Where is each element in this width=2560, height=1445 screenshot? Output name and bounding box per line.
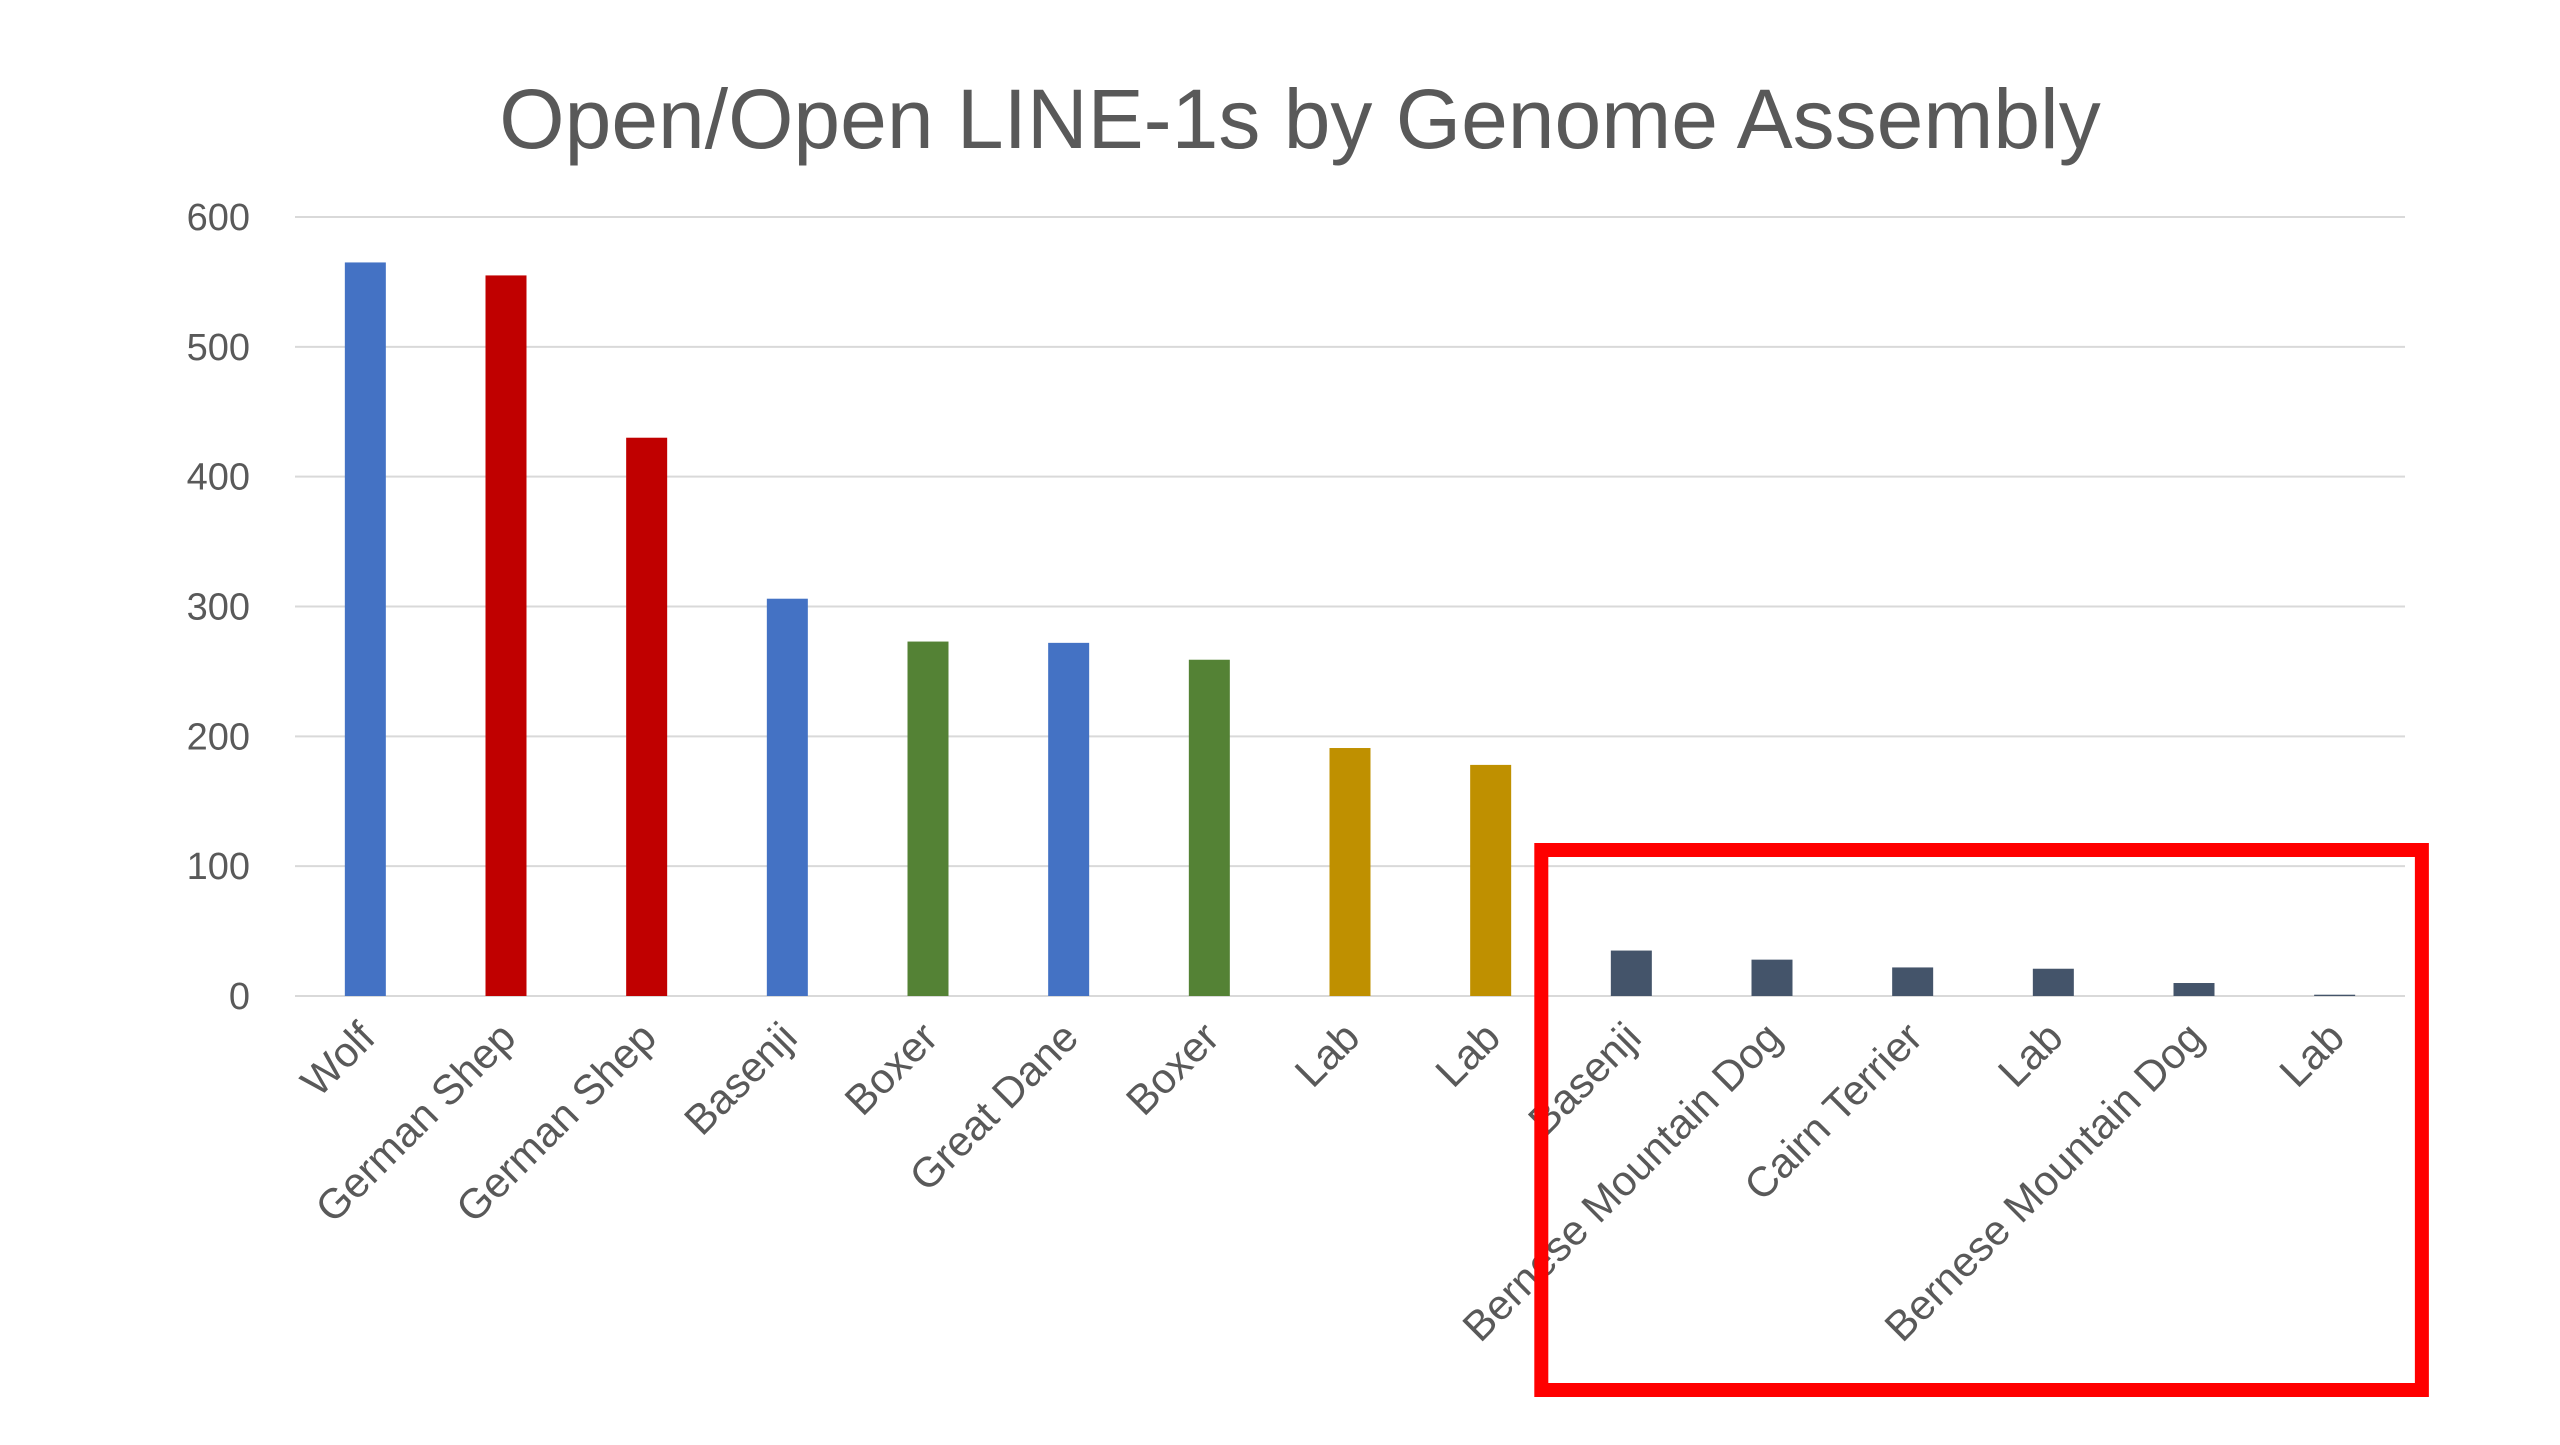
y-tick-label: 300 — [187, 587, 250, 629]
bar — [1610, 950, 1652, 996]
x-tick-label: Basenji — [675, 1013, 806, 1144]
bar — [907, 641, 949, 996]
bar — [1892, 967, 1934, 996]
bar — [766, 598, 808, 996]
x-tick-label: Lab — [1426, 1013, 1509, 1096]
bars — [344, 262, 2356, 997]
y-axis-ticks: 0 100 200 300 400 500 600 — [187, 197, 250, 1018]
x-tick-label: Lab — [1286, 1013, 1369, 1096]
bar — [1751, 959, 1793, 996]
bar — [485, 275, 527, 996]
bar — [1188, 659, 1230, 996]
bar — [2314, 994, 2356, 996]
bar — [2173, 983, 2215, 996]
bar — [1470, 764, 1512, 996]
y-tick-label: 200 — [187, 716, 250, 758]
bar — [344, 262, 386, 997]
x-tick-label: Lab — [2270, 1013, 2353, 1096]
y-tick-label: 100 — [187, 846, 250, 888]
chart-title: Open/Open LINE-1s by Genome Assembly — [499, 72, 2100, 166]
x-tick-label: Wolf — [292, 1013, 384, 1105]
y-tick-label: 600 — [187, 197, 250, 239]
y-tick-label: 400 — [187, 457, 250, 499]
bar — [1329, 748, 1371, 996]
bar — [1048, 642, 1090, 996]
highlight-box — [1534, 843, 2429, 1397]
x-tick-label: Lab — [1989, 1013, 2072, 1096]
y-tick-label: 500 — [187, 327, 250, 369]
bar — [2032, 968, 2074, 996]
bar — [626, 437, 668, 996]
x-tick-label: Boxer — [1117, 1013, 1228, 1124]
y-tick-label: 0 — [229, 976, 250, 1018]
x-tick-label: Boxer — [836, 1013, 947, 1124]
